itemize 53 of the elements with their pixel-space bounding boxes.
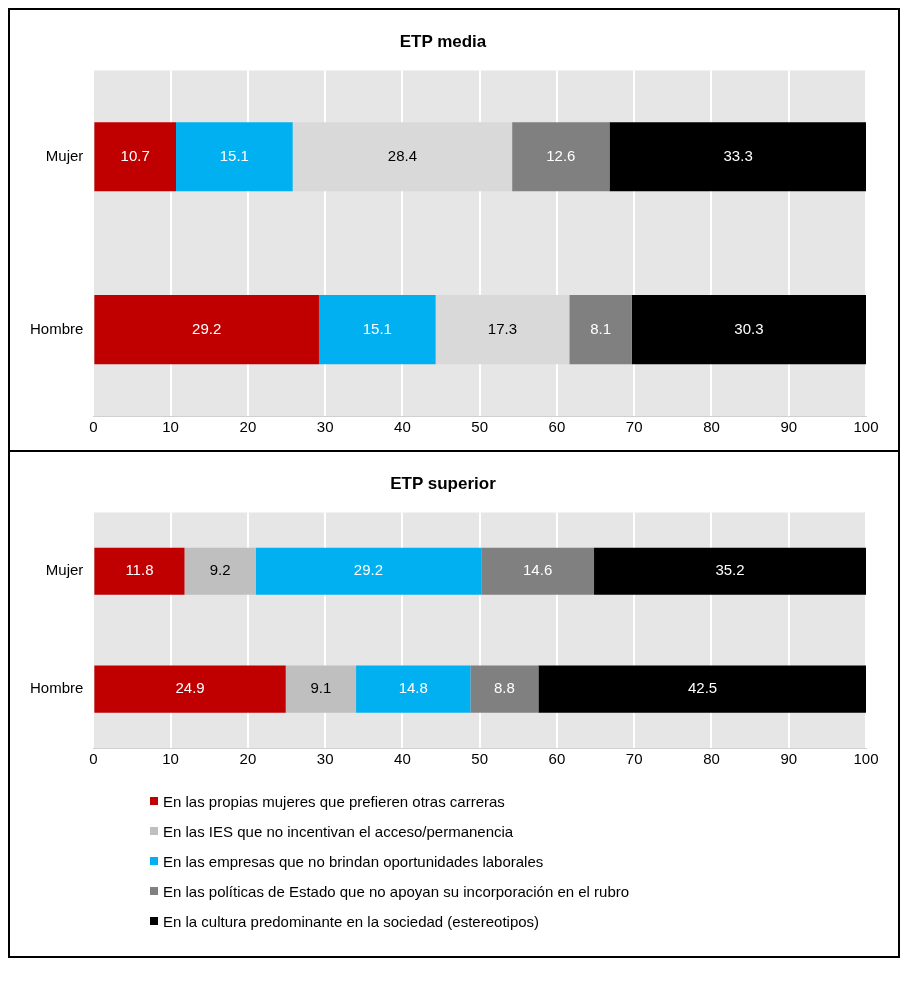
chart-title: ETP media xyxy=(399,31,487,51)
x-tick-label: 80 xyxy=(703,418,720,436)
data-label: 10.7 xyxy=(120,146,150,164)
x-tick-label: 70 xyxy=(625,418,643,436)
x-tick-label: 20 xyxy=(239,750,257,768)
legend-label: En las propias mujeres que prefieren otras carreras xyxy=(163,792,505,810)
x-tick-label: 40 xyxy=(394,750,411,768)
data-label: 11.8 xyxy=(125,561,154,579)
data-label: 15.1 xyxy=(219,146,249,164)
data-label: 24.9 xyxy=(175,679,205,697)
y-tick-label: Hombre xyxy=(29,679,84,697)
y-tick-label: Mujer xyxy=(45,561,84,579)
data-label: 28.4 xyxy=(387,146,418,164)
x-tick-label: 60 xyxy=(548,418,566,436)
y-tick-label: Mujer xyxy=(45,146,84,164)
x-tick-label: 70 xyxy=(625,750,643,768)
x-tick-label: 60 xyxy=(548,750,566,768)
data-label: 29.2 xyxy=(192,319,222,337)
data-label: 14.6 xyxy=(523,561,553,579)
x-tick-label: 10 xyxy=(162,418,179,436)
data-label: 30.3 xyxy=(734,319,764,337)
data-label: 33.3 xyxy=(723,146,753,164)
x-tick-label: 90 xyxy=(780,750,798,768)
x-tick-label: 0 xyxy=(89,418,98,436)
chart-title: ETP superior xyxy=(390,473,497,493)
data-label: 15.1 xyxy=(362,319,392,337)
x-tick-label: 50 xyxy=(471,750,489,768)
data-label: 35.2 xyxy=(715,561,745,579)
x-tick-label: 90 xyxy=(780,418,798,436)
data-label: 9.2 xyxy=(209,561,231,579)
data-label: 29.2 xyxy=(353,561,384,579)
data-label: 17.3 xyxy=(487,319,518,337)
legend-label: En las IES que no incentivan el acceso/permanencia xyxy=(163,822,514,840)
x-tick-label: 30 xyxy=(316,750,334,768)
data-label: 14.8 xyxy=(398,679,428,697)
x-tick-label: 80 xyxy=(703,750,720,768)
legend-label: En la cultura predominante en la sociedad (estereotipos) xyxy=(163,912,540,930)
x-tick-label: 40 xyxy=(394,418,411,436)
data-label: 8.1 xyxy=(590,319,612,337)
x-tick-label: 20 xyxy=(239,418,257,436)
legend-label: En las políticas de Estado que no apoyan su incorporación en el rubro xyxy=(163,882,630,900)
x-tick-label: 100 xyxy=(853,750,879,768)
data-label: 9.1 xyxy=(310,679,332,697)
data-label: 8.8 xyxy=(493,679,515,697)
x-tick-label: 30 xyxy=(316,418,334,436)
data-label: 42.5 xyxy=(687,679,718,697)
x-tick-label: 10 xyxy=(162,750,179,768)
legend-label: En las empresas que no brindan oportunidades laborales xyxy=(163,852,544,870)
x-tick-label: 0 xyxy=(89,750,98,768)
data-label: 12.6 xyxy=(546,146,576,164)
x-tick-label: 50 xyxy=(471,418,489,436)
x-tick-label: 100 xyxy=(853,418,879,436)
y-tick-label: Hombre xyxy=(29,319,84,337)
